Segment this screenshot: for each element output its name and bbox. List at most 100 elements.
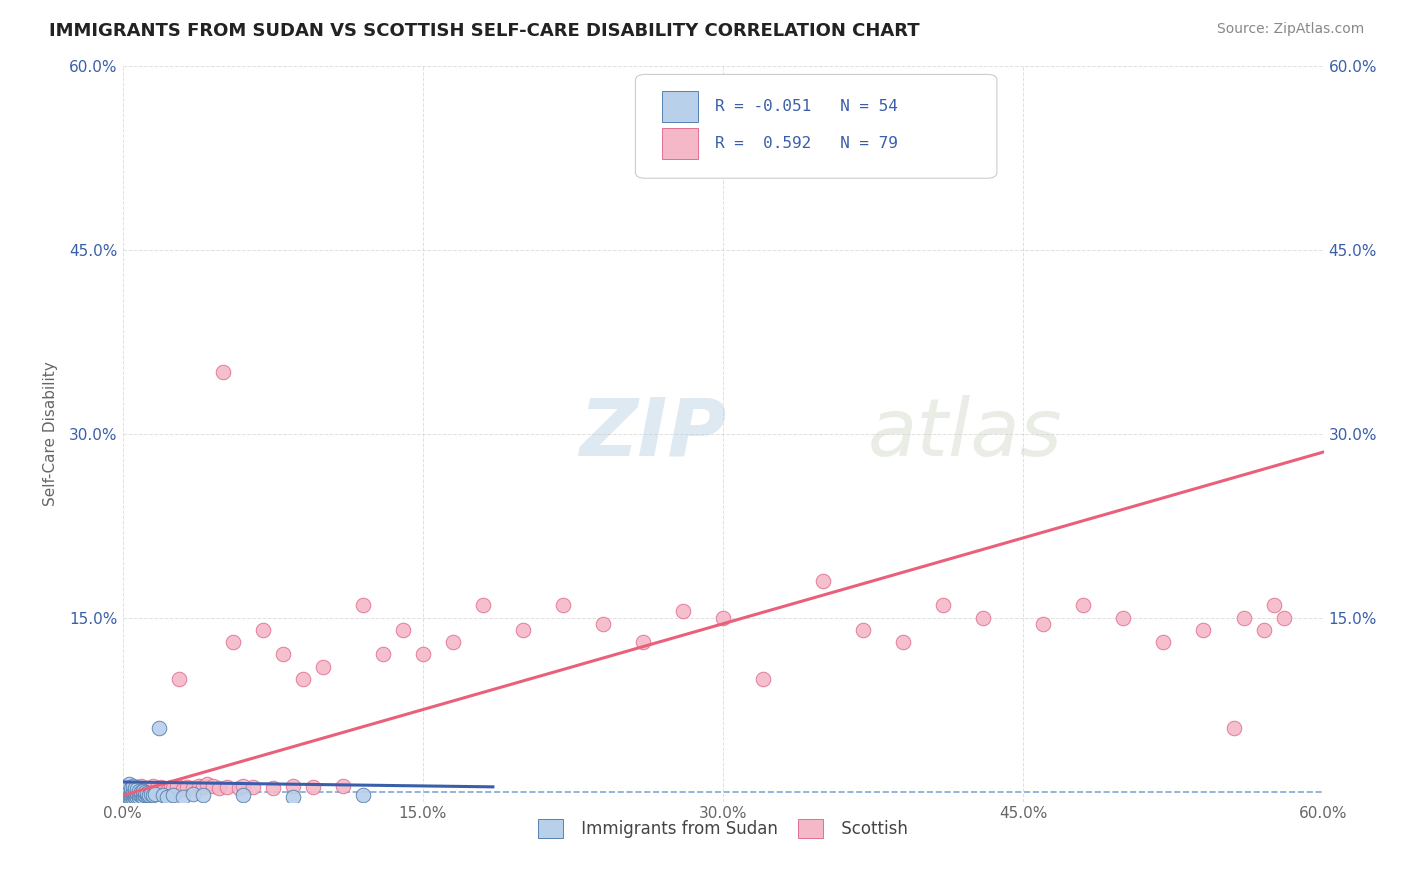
Point	[672, 604, 695, 618]
Point	[135, 780, 157, 795]
Point	[117, 782, 139, 797]
Point	[1222, 721, 1244, 735]
Point	[131, 782, 153, 797]
Point	[332, 779, 354, 793]
Point	[120, 789, 142, 803]
Point	[301, 780, 323, 794]
Point	[129, 785, 152, 799]
Point	[138, 785, 160, 799]
Point	[352, 599, 374, 613]
Point	[512, 623, 534, 637]
Point	[115, 786, 138, 800]
Text: Source: ZipAtlas.com: Source: ZipAtlas.com	[1216, 22, 1364, 37]
Point	[232, 789, 254, 803]
Point	[172, 789, 194, 804]
Point	[129, 785, 152, 799]
Point	[162, 789, 184, 803]
Point	[371, 648, 394, 662]
Point	[631, 635, 654, 649]
Point	[152, 789, 174, 803]
Point	[441, 635, 464, 649]
FancyBboxPatch shape	[662, 128, 697, 159]
Point	[166, 779, 188, 793]
Point	[891, 635, 914, 649]
Point	[156, 783, 179, 797]
Point	[551, 599, 574, 613]
Point	[125, 783, 148, 797]
Point	[1073, 599, 1095, 613]
Point	[1152, 635, 1174, 649]
Point	[117, 785, 139, 799]
Point	[159, 780, 181, 794]
Point	[115, 791, 138, 805]
Point	[128, 787, 150, 801]
Point	[156, 789, 179, 804]
Point	[162, 780, 184, 795]
Point	[120, 780, 142, 795]
Legend:  Immigrants from Sudan,  Scottish: Immigrants from Sudan, Scottish	[531, 813, 915, 845]
Point	[125, 782, 148, 797]
Point	[143, 783, 166, 797]
Point	[121, 789, 143, 803]
Point	[124, 780, 146, 795]
Point	[134, 785, 156, 799]
Point	[152, 782, 174, 797]
Point	[271, 648, 294, 662]
Point	[114, 787, 136, 801]
Point	[115, 789, 138, 803]
Point	[135, 789, 157, 803]
Point	[167, 672, 190, 686]
Point	[187, 779, 209, 793]
Text: IMMIGRANTS FROM SUDAN VS SCOTTISH SELF-CARE DISABILITY CORRELATION CHART: IMMIGRANTS FROM SUDAN VS SCOTTISH SELF-C…	[49, 22, 920, 40]
FancyBboxPatch shape	[636, 74, 997, 178]
Point	[121, 782, 143, 797]
Point	[135, 786, 157, 800]
Point	[228, 780, 250, 795]
Point	[412, 648, 434, 662]
Point	[120, 785, 142, 799]
Point	[852, 623, 875, 637]
Point	[121, 786, 143, 800]
Point	[128, 780, 150, 795]
Point	[131, 783, 153, 797]
Point	[932, 599, 955, 613]
Point	[1032, 616, 1054, 631]
Point	[181, 780, 204, 795]
Y-axis label: Self-Care Disability: Self-Care Disability	[44, 361, 58, 506]
Point	[392, 623, 415, 637]
Point	[352, 789, 374, 803]
Point	[115, 783, 138, 797]
Point	[128, 783, 150, 797]
Point	[191, 780, 214, 794]
Point	[124, 785, 146, 799]
Point	[125, 780, 148, 794]
Point	[208, 780, 231, 795]
Point	[117, 777, 139, 791]
Point	[121, 783, 143, 797]
Point	[312, 659, 335, 673]
Point	[592, 616, 614, 631]
Point	[752, 672, 775, 686]
Point	[120, 791, 142, 805]
Point	[1263, 599, 1285, 613]
Point	[1272, 610, 1295, 624]
Point	[129, 789, 152, 803]
Point	[121, 779, 143, 793]
Point	[139, 786, 162, 800]
Point	[134, 783, 156, 797]
Point	[181, 787, 204, 801]
Point	[242, 780, 264, 794]
Point	[124, 789, 146, 804]
Point	[711, 610, 734, 624]
Point	[211, 365, 233, 379]
Point	[471, 599, 494, 613]
Point	[131, 789, 153, 804]
Point	[124, 787, 146, 801]
Point	[148, 785, 170, 799]
Point	[124, 786, 146, 800]
Point	[131, 786, 153, 800]
Point	[172, 782, 194, 797]
Point	[125, 786, 148, 800]
Point	[117, 787, 139, 801]
Point	[125, 789, 148, 804]
